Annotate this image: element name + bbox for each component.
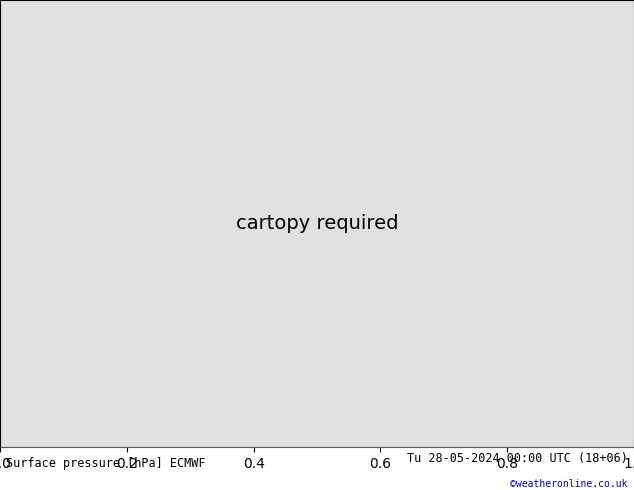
- Text: ©weatheronline.co.uk: ©weatheronline.co.uk: [510, 479, 628, 489]
- Text: Tu 28-05-2024 00:00 UTC (18+06): Tu 28-05-2024 00:00 UTC (18+06): [407, 451, 628, 465]
- Text: Surface pressure [hPa] ECMWF: Surface pressure [hPa] ECMWF: [6, 457, 206, 470]
- Text: cartopy required: cartopy required: [236, 214, 398, 233]
